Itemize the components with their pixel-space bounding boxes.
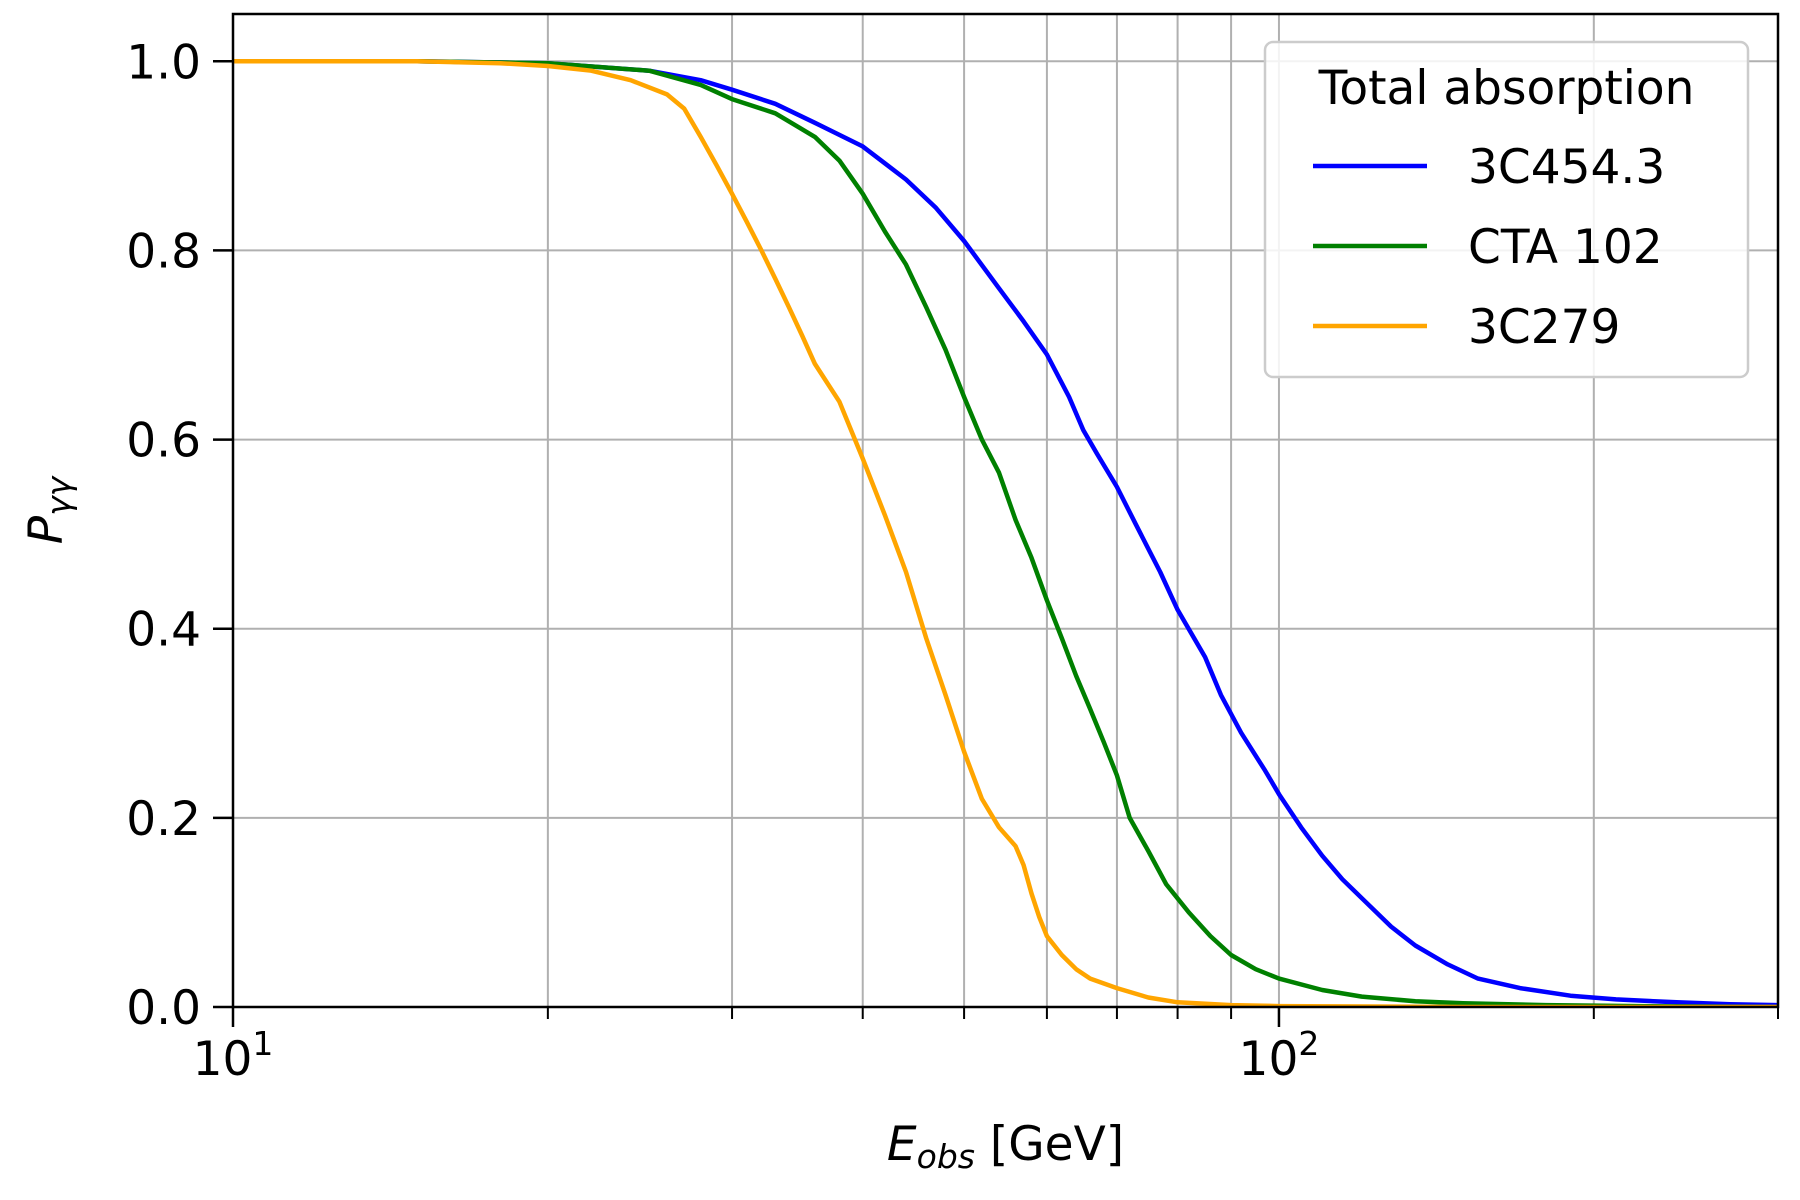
y-tick-label: 0.0: [126, 981, 201, 1036]
y-axis-subscript: γγ: [39, 475, 78, 516]
plot-frame: [231, 12, 1780, 1009]
y-tick-label: 1.0: [126, 35, 201, 90]
x-tick-label: 101: [193, 1024, 274, 1087]
y-axis-label: Pγγ: [19, 475, 78, 544]
series-line-3c279: [233, 59, 1778, 1007]
x-axis-symbol: E: [887, 1117, 917, 1172]
x-tick-label: 102: [1239, 1024, 1320, 1087]
legend-title: Total absorption: [1318, 61, 1695, 116]
legend-label-3c454-3: 3C454.3: [1468, 140, 1665, 195]
y-tick-label: 0.8: [126, 224, 201, 279]
y-tick-label: 0.4: [126, 603, 201, 658]
y-tick-label: 0.6: [126, 414, 201, 469]
series-line-3c454-3: [233, 59, 1778, 1007]
x-axis-unit: [GeV]: [975, 1117, 1124, 1172]
y-tick-label: 0.2: [126, 792, 201, 847]
legend: Total absorption 3C454.3 CTA 102 3C279: [1263, 40, 1750, 379]
series-line-cta-102: [233, 59, 1778, 1007]
y-axis-symbol: P: [19, 515, 74, 544]
axis-ticks: 101 102 0.0 0.2 0.4 0.6 0.8 1.0: [126, 35, 1779, 1087]
grid: [232, 14, 1779, 1008]
plot-lines: [233, 59, 1778, 1007]
legend-label-cta-102: CTA 102: [1468, 220, 1663, 275]
x-axis-subscript: obs: [917, 1137, 975, 1176]
x-axis-label: Eobs [GeV]: [887, 1117, 1124, 1176]
legend-label-3c279: 3C279: [1468, 300, 1620, 355]
legend-box: [1263, 40, 1750, 379]
